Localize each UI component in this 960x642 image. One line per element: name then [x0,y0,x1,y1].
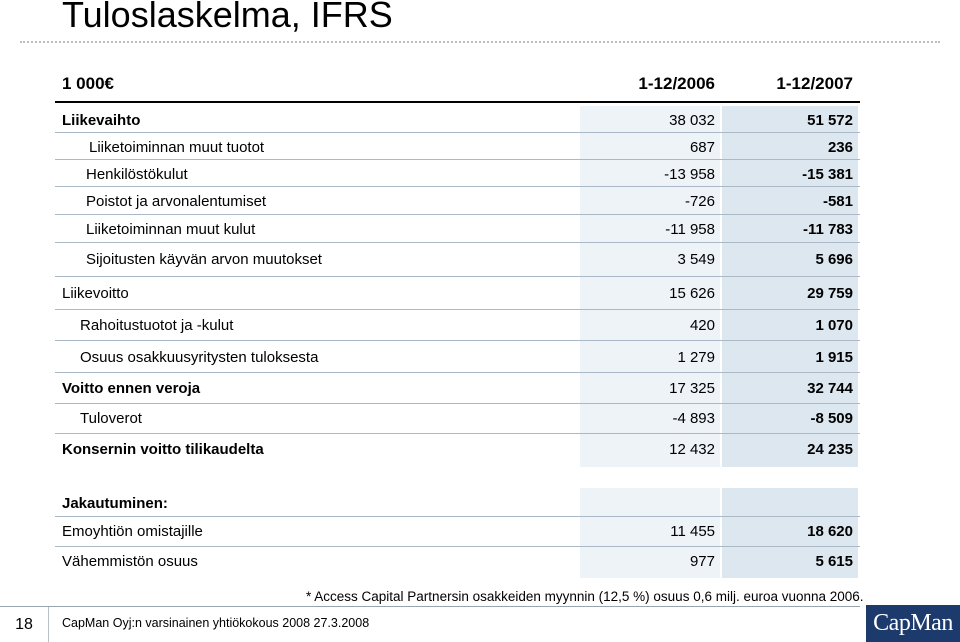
row-separator [55,372,860,373]
table-row: Konsernin voitto tilikaudelta 12 432 24 … [0,441,960,463]
distribution-heading: Jakautuminen: [62,495,168,512]
col-2006-background-distribution [580,488,720,578]
table-row: Liiketoiminnan muut tuotot 687 236 [0,139,960,161]
row-separator [55,516,860,517]
row-value-2007: 18 620 [807,523,853,540]
distribution-heading-row: Jakautuminen: [0,495,960,517]
row-value-2006: -13 958 [664,166,715,183]
row-value-2006: 15 626 [669,285,715,302]
header-col-2006: 1-12/2006 [638,74,715,93]
row-label: Tuloverot [80,410,142,427]
row-label: Liikevaihto [62,112,141,129]
row-value-2007: -581 [822,193,853,210]
row-value-2006: 38 032 [669,112,715,129]
table-row: Osuus osakkuusyritysten tuloksesta 1 279… [0,349,960,371]
table-row: Tuloverot -4 893 -8 509 [0,410,960,432]
row-label: Henkilöstökulut [86,166,188,183]
capman-logo: CapMan [866,605,960,642]
row-label: Vähemmistön osuus [62,553,198,570]
row-value-2007: 32 744 [807,380,853,397]
row-value-2007: 1 070 [815,317,853,334]
row-separator [55,214,860,215]
row-value-2006: 12 432 [669,441,715,458]
col-2007-background-distribution [722,488,858,578]
row-value-2006: 977 [689,553,715,570]
row-value-2007: -8 509 [810,410,853,427]
footnote: * Access Capital Partnersin osakkeiden m… [306,589,864,604]
footer-rule [0,606,860,607]
row-value-2006: 11 455 [670,523,715,540]
row-label: Liiketoiminnan muut kulut [86,221,256,238]
row-value-2007: 1 915 [815,349,853,366]
header-unit: 1 000€ [62,74,114,93]
row-separator [55,309,860,310]
table-row: Rahoitustuotot ja -kulut 420 1 070 [0,317,960,339]
header-col-2007: 1-12/2007 [776,74,853,93]
footer-text: CapMan Oyj:n varsinainen yhtiökokous 200… [62,616,370,630]
row-separator [55,186,860,187]
table-row: Sijoitusten käyvän arvon muutokset 3 549… [0,251,960,273]
page-title: Tuloslaskelma, IFRS [62,0,393,35]
row-label: Liiketoiminnan muut tuotot [89,139,265,156]
row-value-2006: 420 [689,317,715,334]
row-label: Konsernin voitto tilikaudelta [62,441,264,458]
row-separator [55,546,860,547]
row-value-2007: 29 759 [807,285,853,302]
footer-bar [0,605,960,642]
row-value-2007: 51 572 [807,112,853,129]
row-separator [55,159,860,160]
row-value-2006: -11 958 [665,221,715,238]
title-dotted-divider [20,41,940,43]
row-label: Liikevoitto [62,285,129,302]
row-value-2006: -726 [684,193,715,210]
row-label: Poistot ja arvonalentumiset [86,193,267,210]
row-label: Voitto ennen veroja [62,380,201,397]
row-label: Sijoitusten käyvän arvon muutokset [86,251,322,268]
row-separator [55,242,860,243]
row-value-2007: 5 696 [815,251,853,268]
row-value-2007: -15 381 [802,166,853,183]
row-separator [55,403,860,404]
row-label: Emoyhtiön omistajille [62,523,203,540]
page-number: 18 [0,607,49,642]
table-row: Liikevoitto 15 626 29 759 [0,285,960,307]
table-row: Henkilöstökulut -13 958 -15 381 [0,166,960,188]
row-value-2007: -11 783 [802,221,853,238]
row-value-2006: 1 279 [677,349,715,366]
table-row: Vähemmistön osuus 977 5 615 [0,553,960,575]
row-separator [55,276,860,277]
row-separator [55,340,860,341]
row-value-2007: 5 615 [815,553,853,570]
row-value-2006: 687 [689,139,715,156]
row-label: Osuus osakkuusyritysten tuloksesta [80,349,319,366]
table-row: Voitto ennen veroja 17 325 32 744 [0,380,960,402]
table-row: Poistot ja arvonalentumiset -726 -581 [0,193,960,215]
col-2006-background-main [580,106,720,467]
table-row: Liiketoiminnan muut kulut -11 958 -11 78… [0,221,960,243]
row-separator [55,132,860,133]
table-row: Liikevaihto 38 032 51 572 [0,112,960,134]
col-2007-background-main [722,106,858,467]
row-value-2007: 24 235 [807,441,853,458]
row-label: Rahoitustuotot ja -kulut [80,317,234,334]
row-value-2006: -4 893 [672,410,715,427]
row-separator [55,433,860,434]
row-value-2007: 236 [827,139,853,156]
row-value-2006: 17 325 [669,380,715,397]
table-row: Emoyhtiön omistajille 11 455 18 620 [0,523,960,545]
header-rule [55,101,860,103]
row-value-2006: 3 549 [677,251,715,268]
